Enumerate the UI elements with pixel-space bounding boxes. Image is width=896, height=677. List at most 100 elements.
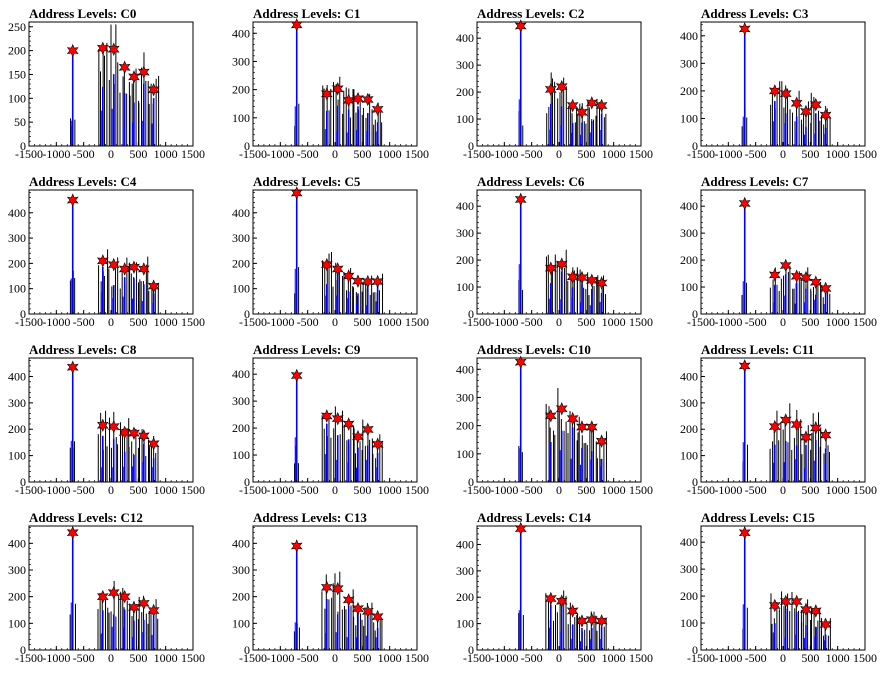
peak-marker <box>361 92 374 107</box>
chart-title: Address Levels: C5 <box>253 174 361 189</box>
chart-title: Address Levels: C4 <box>29 174 137 189</box>
x-tick-label: -1500 <box>687 147 715 161</box>
y-tick-label: 200 <box>8 44 26 58</box>
peak-marker <box>768 268 781 282</box>
y-tick-label: 0 <box>692 475 698 489</box>
y-tick-label: 300 <box>680 562 698 576</box>
y-tick-label: 50 <box>14 115 26 129</box>
chart-title: Address Levels: C11 <box>701 342 814 357</box>
peak-marker <box>819 428 832 442</box>
x-tick-label: 1000 <box>378 315 402 329</box>
peak-marker <box>790 96 803 111</box>
y-tick-label: 100 <box>232 448 250 462</box>
y-tick-label: 400 <box>680 369 698 383</box>
x-tick-label: 500 <box>353 651 371 665</box>
peak-marker <box>566 411 579 426</box>
peak-marker <box>128 260 140 274</box>
x-tick-label: 500 <box>577 651 595 665</box>
y-tick-label: 0 <box>244 475 250 489</box>
x-tick-label: 1000 <box>154 651 178 665</box>
peak-marker <box>66 525 79 540</box>
x-tick-label: -1000 <box>490 315 518 329</box>
peak-marker <box>96 589 109 604</box>
chart-title: Address Levels: C0 <box>29 6 136 21</box>
x-tick-label: -500 <box>297 147 319 161</box>
y-tick-label: 200 <box>680 253 698 267</box>
peak-marker <box>342 593 355 607</box>
chart-panel-9: Address Levels: C9 0 100 200 300 400 -1500 -100… <box>232 342 429 497</box>
y-tick-label: 200 <box>680 589 698 603</box>
y-tick-label: 200 <box>456 253 474 267</box>
x-tick-label: -1500 <box>687 651 715 665</box>
peak-marker <box>331 262 344 276</box>
y-tick-label: 400 <box>680 29 698 43</box>
y-tick-label: 300 <box>232 231 250 245</box>
peak-marker <box>809 275 822 289</box>
peak-marker <box>768 598 781 613</box>
peak-marker <box>352 91 364 106</box>
x-tick-label: 500 <box>801 147 819 161</box>
peak-marker <box>819 108 832 122</box>
peak-marker <box>544 82 557 97</box>
y-tick-label: 200 <box>232 421 250 435</box>
peak-marker <box>371 609 384 624</box>
y-tick-label: 400 <box>8 536 26 550</box>
peak-marker <box>66 360 79 375</box>
y-tick-label: 300 <box>456 564 474 578</box>
peak-marker <box>96 254 109 268</box>
x-tick-label: -1500 <box>15 651 43 665</box>
x-tick-label: 500 <box>801 483 819 497</box>
x-tick-label: 0 <box>556 147 562 161</box>
x-tick-label: -1500 <box>463 651 491 665</box>
x-tick-label: 0 <box>780 651 786 665</box>
peak-marker <box>118 262 131 276</box>
y-tick-label: 150 <box>8 67 26 81</box>
x-tick-label: -1000 <box>490 651 518 665</box>
chart-title: Address Levels: C2 <box>477 6 584 21</box>
x-tick-label: 1500 <box>853 315 877 329</box>
y-tick-label: 0 <box>20 475 26 489</box>
peak-marker <box>779 413 792 427</box>
chart-panel-0: Address Levels: C0 0 50 100 150 200 250 -1500 -1… <box>8 6 205 161</box>
chart-title: Address Levels: C3 <box>701 6 809 21</box>
peak-marker <box>137 65 150 79</box>
chart-panel-14: Address Levels: C14 0 100 200 300 400 -1500 -10… <box>456 510 653 665</box>
x-tick-label: -500 <box>297 483 319 497</box>
chart-panel-6: Address Levels: C6 0 100 200 300 400 -1500 -100… <box>456 174 653 329</box>
peak-marker <box>137 262 150 276</box>
peak-marker <box>290 539 303 553</box>
y-tick-label: 200 <box>232 256 250 270</box>
peak-marker <box>290 18 303 32</box>
peak-marker <box>107 585 120 600</box>
peak-marker <box>768 84 781 98</box>
peak-marker <box>790 417 803 432</box>
peak-marker <box>361 604 374 619</box>
y-tick-label: 200 <box>232 83 250 97</box>
x-tick-label: 1000 <box>154 483 178 497</box>
peak-marker <box>576 420 588 434</box>
y-tick-label: 250 <box>8 20 26 34</box>
y-tick-label: 0 <box>244 643 250 657</box>
chart-panel-3: Address Levels: C3 0 100 200 300 400 -1500 -100… <box>680 6 877 161</box>
x-tick-label: 1500 <box>853 651 877 665</box>
x-tick-label: 1500 <box>629 315 653 329</box>
y-tick-label: 200 <box>456 590 474 604</box>
x-tick-label: 1500 <box>405 147 429 161</box>
peak-marker <box>790 269 803 284</box>
chart-title: Address Levels: C15 <box>701 510 815 525</box>
x-tick-label: -500 <box>521 147 543 161</box>
peak-marker <box>118 60 131 75</box>
y-tick-label: 400 <box>680 535 698 549</box>
peak-marker <box>566 98 579 113</box>
x-tick-label: 1000 <box>154 147 178 161</box>
y-tick-label: 100 <box>680 616 698 630</box>
x-tick-label: 0 <box>556 315 562 329</box>
x-tick-label: 500 <box>129 147 147 161</box>
y-tick-label: 400 <box>456 362 474 376</box>
chart-title: Address Levels: C9 <box>253 342 361 357</box>
peak-marker <box>352 429 364 444</box>
peak-marker <box>371 102 384 117</box>
x-tick-label: -1500 <box>239 483 267 497</box>
x-tick-label: -1500 <box>687 483 715 497</box>
